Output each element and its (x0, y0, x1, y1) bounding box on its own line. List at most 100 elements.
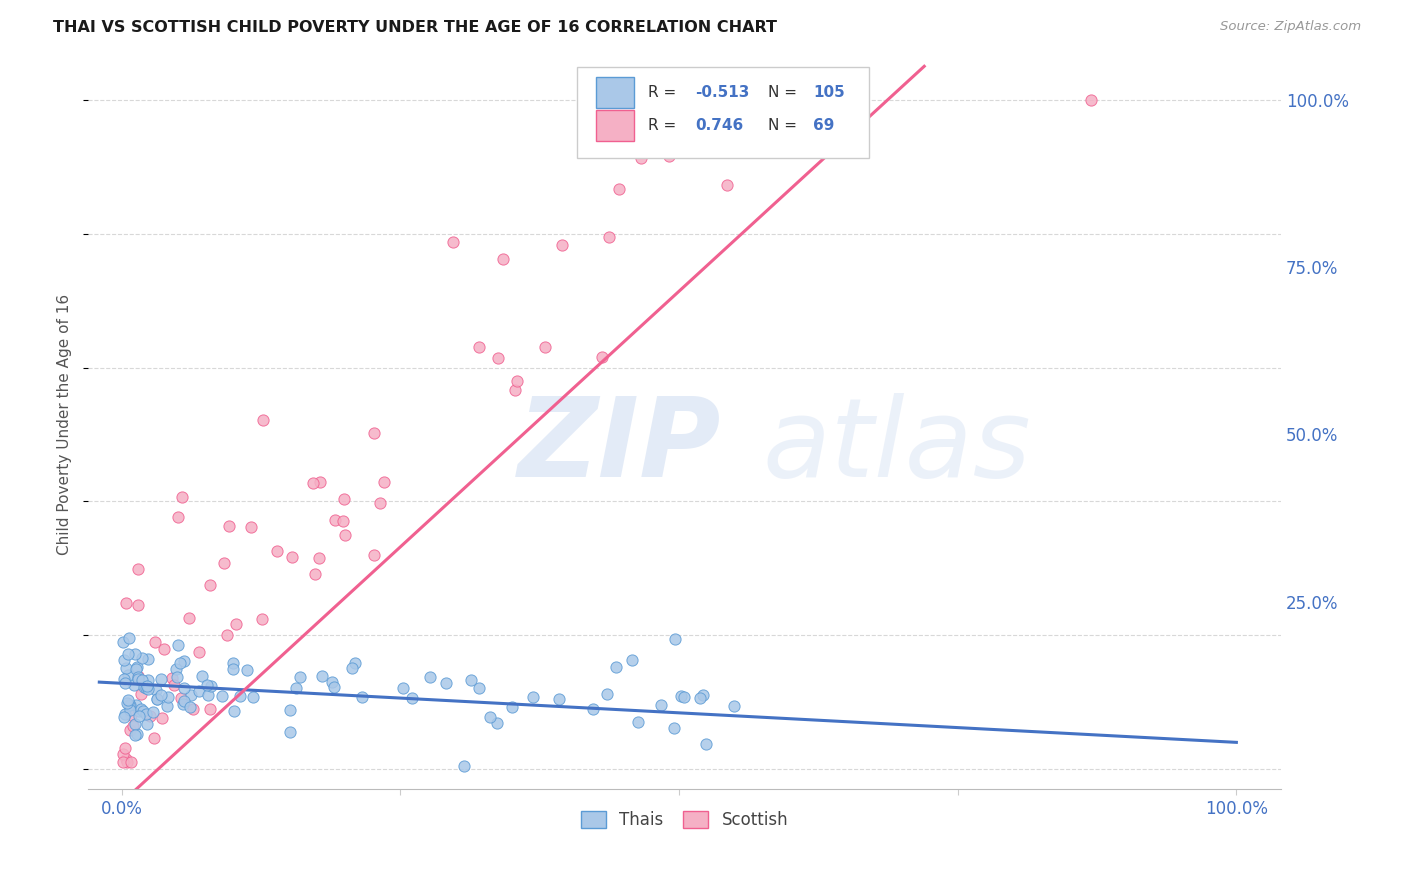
Point (434, 675, 457, 690)
Point (134, 680, 156, 694)
Point (132, 704, 155, 718)
Point (301, 476, 323, 491)
Point (613, 112, 636, 126)
Point (333, 527, 356, 541)
Point (596, 687, 619, 701)
Point (198, 702, 221, 716)
Point (373, 475, 395, 490)
Point (166, 510, 188, 524)
Point (485, 715, 508, 730)
Point (352, 690, 374, 704)
Point (127, 670, 149, 684)
Point (135, 681, 157, 696)
Point (582, 702, 605, 716)
FancyBboxPatch shape (596, 110, 634, 141)
Point (145, 682, 167, 697)
Point (169, 656, 191, 670)
Point (131, 673, 153, 687)
Point (363, 548, 385, 562)
Point (344, 656, 367, 670)
Point (129, 702, 152, 716)
Point (311, 669, 333, 683)
Point (112, 653, 135, 667)
Point (112, 673, 135, 687)
Point (177, 610, 200, 624)
Text: ZIP: ZIP (517, 392, 721, 500)
Point (143, 635, 166, 649)
Point (127, 669, 149, 683)
Text: 0.746: 0.746 (696, 118, 744, 133)
Text: N =: N = (768, 118, 801, 133)
Point (650, 698, 672, 712)
Point (212, 556, 235, 570)
Point (250, 612, 273, 626)
Point (112, 710, 135, 724)
Point (142, 705, 165, 719)
Point (115, 756, 138, 770)
Point (225, 617, 247, 632)
Y-axis label: Child Poverty Under the Age of 16: Child Poverty Under the Age of 16 (58, 293, 72, 555)
Point (692, 688, 714, 702)
Point (136, 673, 159, 687)
Point (153, 641, 176, 656)
Point (368, 495, 391, 509)
Point (215, 628, 238, 642)
Point (166, 670, 188, 684)
Point (127, 727, 149, 741)
Point (401, 690, 423, 705)
Point (323, 680, 346, 694)
Point (467, 340, 489, 354)
Point (522, 690, 544, 704)
Point (136, 679, 159, 693)
Point (501, 700, 523, 714)
Point (111, 747, 134, 761)
Point (135, 706, 157, 721)
Point (188, 645, 211, 659)
Point (720, 140, 742, 154)
Point (138, 652, 160, 666)
Point (115, 596, 138, 610)
Point (195, 678, 218, 692)
Point (136, 681, 159, 696)
Point (165, 662, 187, 676)
Point (664, 632, 686, 647)
Point (120, 708, 142, 723)
Point (131, 650, 153, 665)
Text: 105: 105 (814, 85, 845, 100)
Point (125, 660, 148, 674)
Point (236, 664, 259, 678)
Point (239, 520, 262, 534)
Point (117, 632, 139, 646)
Point (114, 675, 136, 690)
Point (285, 681, 308, 696)
Point (112, 634, 135, 648)
Point (211, 689, 233, 703)
Point (1080, 93, 1102, 107)
Text: R =: R = (648, 85, 681, 100)
Point (160, 672, 183, 686)
Point (163, 678, 186, 692)
Point (479, 710, 502, 724)
Text: R =: R = (648, 118, 681, 133)
Point (156, 690, 179, 705)
Point (647, 79, 669, 94)
FancyBboxPatch shape (596, 77, 634, 108)
Point (491, 252, 513, 266)
Point (218, 519, 240, 533)
Point (173, 693, 195, 707)
Point (308, 550, 330, 565)
Point (716, 178, 738, 193)
Point (689, 691, 711, 706)
Point (460, 673, 482, 688)
Text: N =: N = (768, 85, 801, 100)
Point (579, 100, 602, 114)
Point (117, 693, 139, 707)
Point (621, 653, 644, 667)
Point (506, 374, 529, 388)
Point (392, 681, 415, 696)
Point (229, 689, 252, 703)
Point (114, 707, 136, 722)
Point (332, 492, 354, 507)
Point (252, 413, 274, 427)
Point (111, 756, 134, 770)
